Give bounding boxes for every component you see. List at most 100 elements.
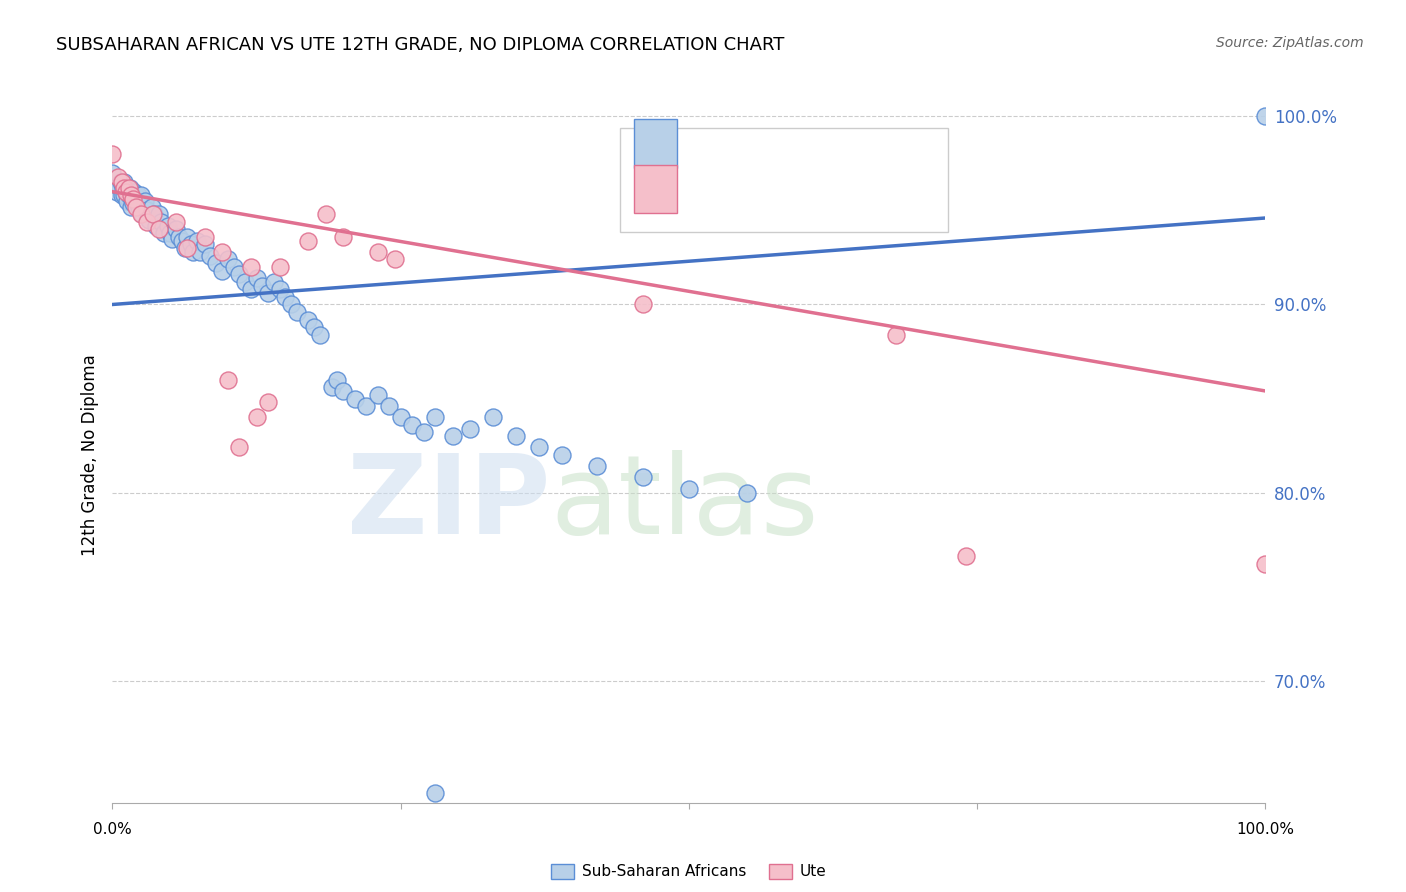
Point [122, 192, 145, 206]
Text: Source: ZipAtlas.com: Source: ZipAtlas.com [1216, 36, 1364, 50]
Point [115, 185, 138, 199]
Point [169, 229, 191, 244]
Point [205, 256, 228, 270]
Point [170, 234, 193, 248]
Point [886, 327, 908, 342]
Point [211, 263, 233, 277]
Point [482, 410, 505, 425]
Point [263, 275, 285, 289]
Point [280, 297, 302, 311]
Point [1254, 110, 1277, 124]
Point [145, 219, 167, 233]
Point [136, 203, 159, 218]
Point [124, 194, 146, 208]
Point [176, 229, 198, 244]
Point [527, 441, 550, 455]
Point [127, 188, 149, 202]
Point [124, 185, 146, 199]
Point [165, 222, 187, 236]
Point [217, 373, 239, 387]
Point [156, 219, 179, 233]
Point [955, 549, 977, 564]
Point [246, 271, 269, 285]
FancyBboxPatch shape [634, 119, 678, 168]
Point [631, 297, 654, 311]
Point [105, 185, 128, 199]
Point [120, 200, 142, 214]
Point [228, 441, 250, 455]
Point [354, 399, 377, 413]
Point [153, 226, 176, 240]
Point [326, 373, 349, 387]
Point [110, 175, 132, 189]
Point [120, 188, 142, 202]
Point [194, 229, 217, 244]
Point [389, 410, 412, 425]
Point [252, 278, 274, 293]
Point [188, 244, 211, 259]
Point [315, 207, 337, 221]
Point [138, 212, 160, 227]
Point [159, 226, 181, 240]
Point [162, 232, 184, 246]
Point [631, 470, 654, 484]
Text: ZIP: ZIP [347, 450, 551, 558]
Text: SUBSAHARAN AFRICAN VS UTE 12TH GRADE, NO DIPLOMA CORRELATION CHART: SUBSAHARAN AFRICAN VS UTE 12TH GRADE, NO… [56, 36, 785, 54]
Point [228, 268, 250, 282]
Point [269, 282, 291, 296]
Point [128, 200, 150, 214]
Point [141, 200, 163, 214]
Point [257, 286, 280, 301]
Point [233, 275, 256, 289]
Point [458, 421, 481, 435]
Point [112, 175, 135, 189]
Point [269, 260, 291, 274]
Point [200, 249, 222, 263]
Point [297, 312, 319, 326]
Point [343, 392, 366, 406]
Point [239, 260, 262, 274]
FancyBboxPatch shape [634, 165, 678, 213]
Point [367, 388, 389, 402]
Point [332, 229, 354, 244]
Point [112, 188, 135, 202]
Point [425, 786, 447, 800]
Legend: Sub-Saharan Africans, Ute: Sub-Saharan Africans, Ute [546, 857, 832, 886]
Point [585, 459, 607, 474]
Point [136, 215, 159, 229]
Point [148, 207, 170, 221]
Point [441, 429, 464, 443]
Point [143, 207, 166, 221]
Point [367, 244, 389, 259]
Point [129, 188, 153, 202]
Text: atlas: atlas [551, 450, 820, 558]
Point [124, 200, 146, 214]
Point [107, 179, 129, 194]
Text: 84: 84 [884, 134, 910, 153]
Text: R =: R = [699, 134, 737, 153]
Point [246, 410, 269, 425]
Point [131, 207, 153, 221]
Text: R =: R = [699, 180, 737, 198]
Point [285, 305, 308, 319]
Point [186, 234, 208, 248]
Point [165, 215, 187, 229]
Point [117, 194, 139, 208]
Point [117, 181, 139, 195]
Text: N =: N = [831, 134, 870, 153]
Point [678, 482, 700, 496]
Point [111, 181, 134, 195]
Point [378, 399, 401, 413]
Point [115, 185, 138, 199]
Point [735, 485, 758, 500]
Point [134, 194, 156, 208]
Point [332, 384, 354, 398]
Point [551, 448, 574, 462]
Point [176, 241, 198, 255]
Point [118, 181, 141, 195]
Point [112, 181, 135, 195]
Text: N =: N = [831, 180, 870, 198]
Point [117, 188, 139, 202]
Point [181, 244, 204, 259]
Point [297, 234, 319, 248]
